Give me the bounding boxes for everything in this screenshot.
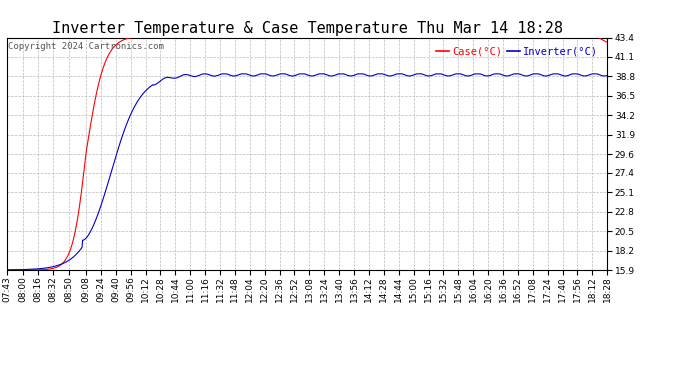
- Text: Copyright 2024 Cartronics.com: Copyright 2024 Cartronics.com: [8, 42, 164, 51]
- Title: Inverter Temperature & Case Temperature Thu Mar 14 18:28: Inverter Temperature & Case Temperature …: [52, 21, 562, 36]
- Legend: Case(°C), Inverter(°C): Case(°C), Inverter(°C): [432, 43, 602, 61]
